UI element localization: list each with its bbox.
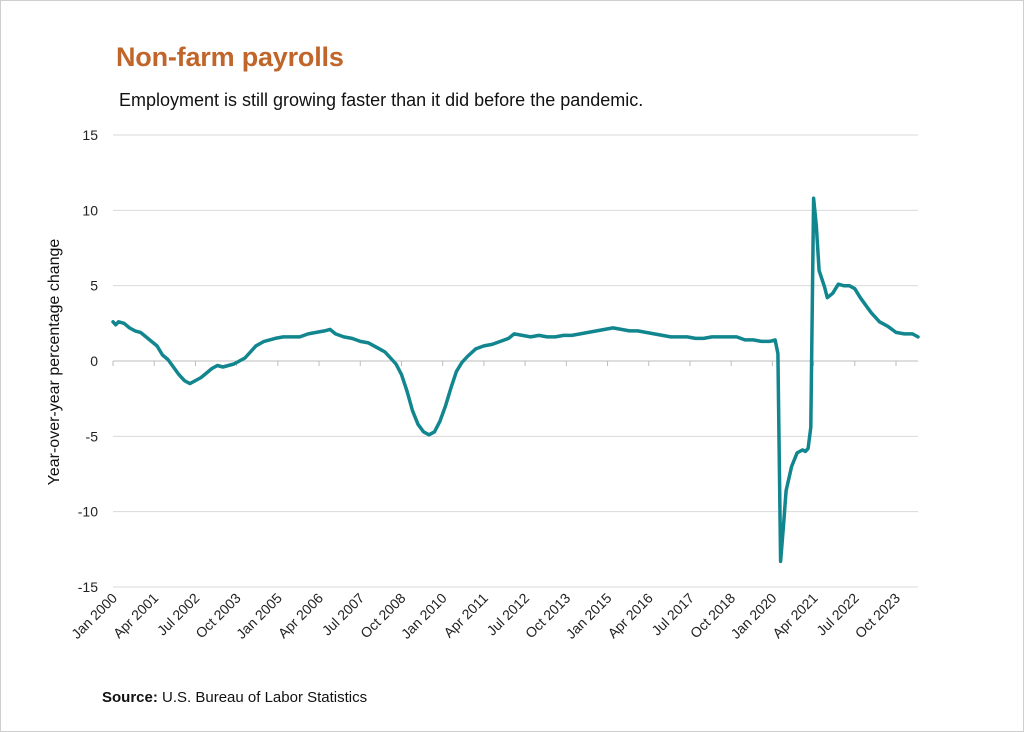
chart-title: Non-farm payrolls: [116, 42, 344, 72]
source-note: Source: U.S. Bureau of Labor Statistics: [102, 689, 367, 706]
y-axis-ticks: 15 10 5 0 -5 -10 -15: [78, 127, 98, 595]
x-tick-label: Apr 2011: [440, 590, 491, 641]
y-tick-label: 15: [82, 127, 98, 143]
y-tick-label: -15: [78, 579, 98, 595]
x-tick-label: Jan 2020: [727, 590, 779, 642]
x-tick-label: Jan 2010: [398, 590, 450, 642]
x-tick-label: Jan 2000: [68, 590, 120, 642]
x-tick-label: Oct 2023: [852, 590, 904, 642]
x-tick-label: Jan 2005: [233, 590, 285, 642]
gridlines: [113, 134, 918, 588]
y-tick-label: -10: [78, 504, 98, 520]
y-tick-label: 0: [90, 353, 98, 369]
y-axis-label: Year-over-year percentage change: [46, 239, 63, 486]
source-text: U.S. Bureau of Labor Statistics: [157, 689, 368, 706]
x-tick-label: Apr 2001: [110, 590, 162, 642]
y-tick-label: -5: [86, 428, 99, 444]
x-tick-label: Jan 2015: [563, 590, 615, 642]
y-tick-label: 5: [90, 278, 98, 294]
chart-subtitle: Employment is still growing faster than …: [119, 90, 644, 110]
y-tick-label: 10: [82, 202, 98, 218]
x-tick-label: Apr 2021: [769, 590, 821, 642]
source-label: Source:: [102, 689, 158, 706]
x-tick-label: Apr 2006: [275, 590, 327, 642]
x-tick-label: Apr 2016: [604, 590, 656, 642]
series-line-payrolls: [111, 196, 920, 564]
